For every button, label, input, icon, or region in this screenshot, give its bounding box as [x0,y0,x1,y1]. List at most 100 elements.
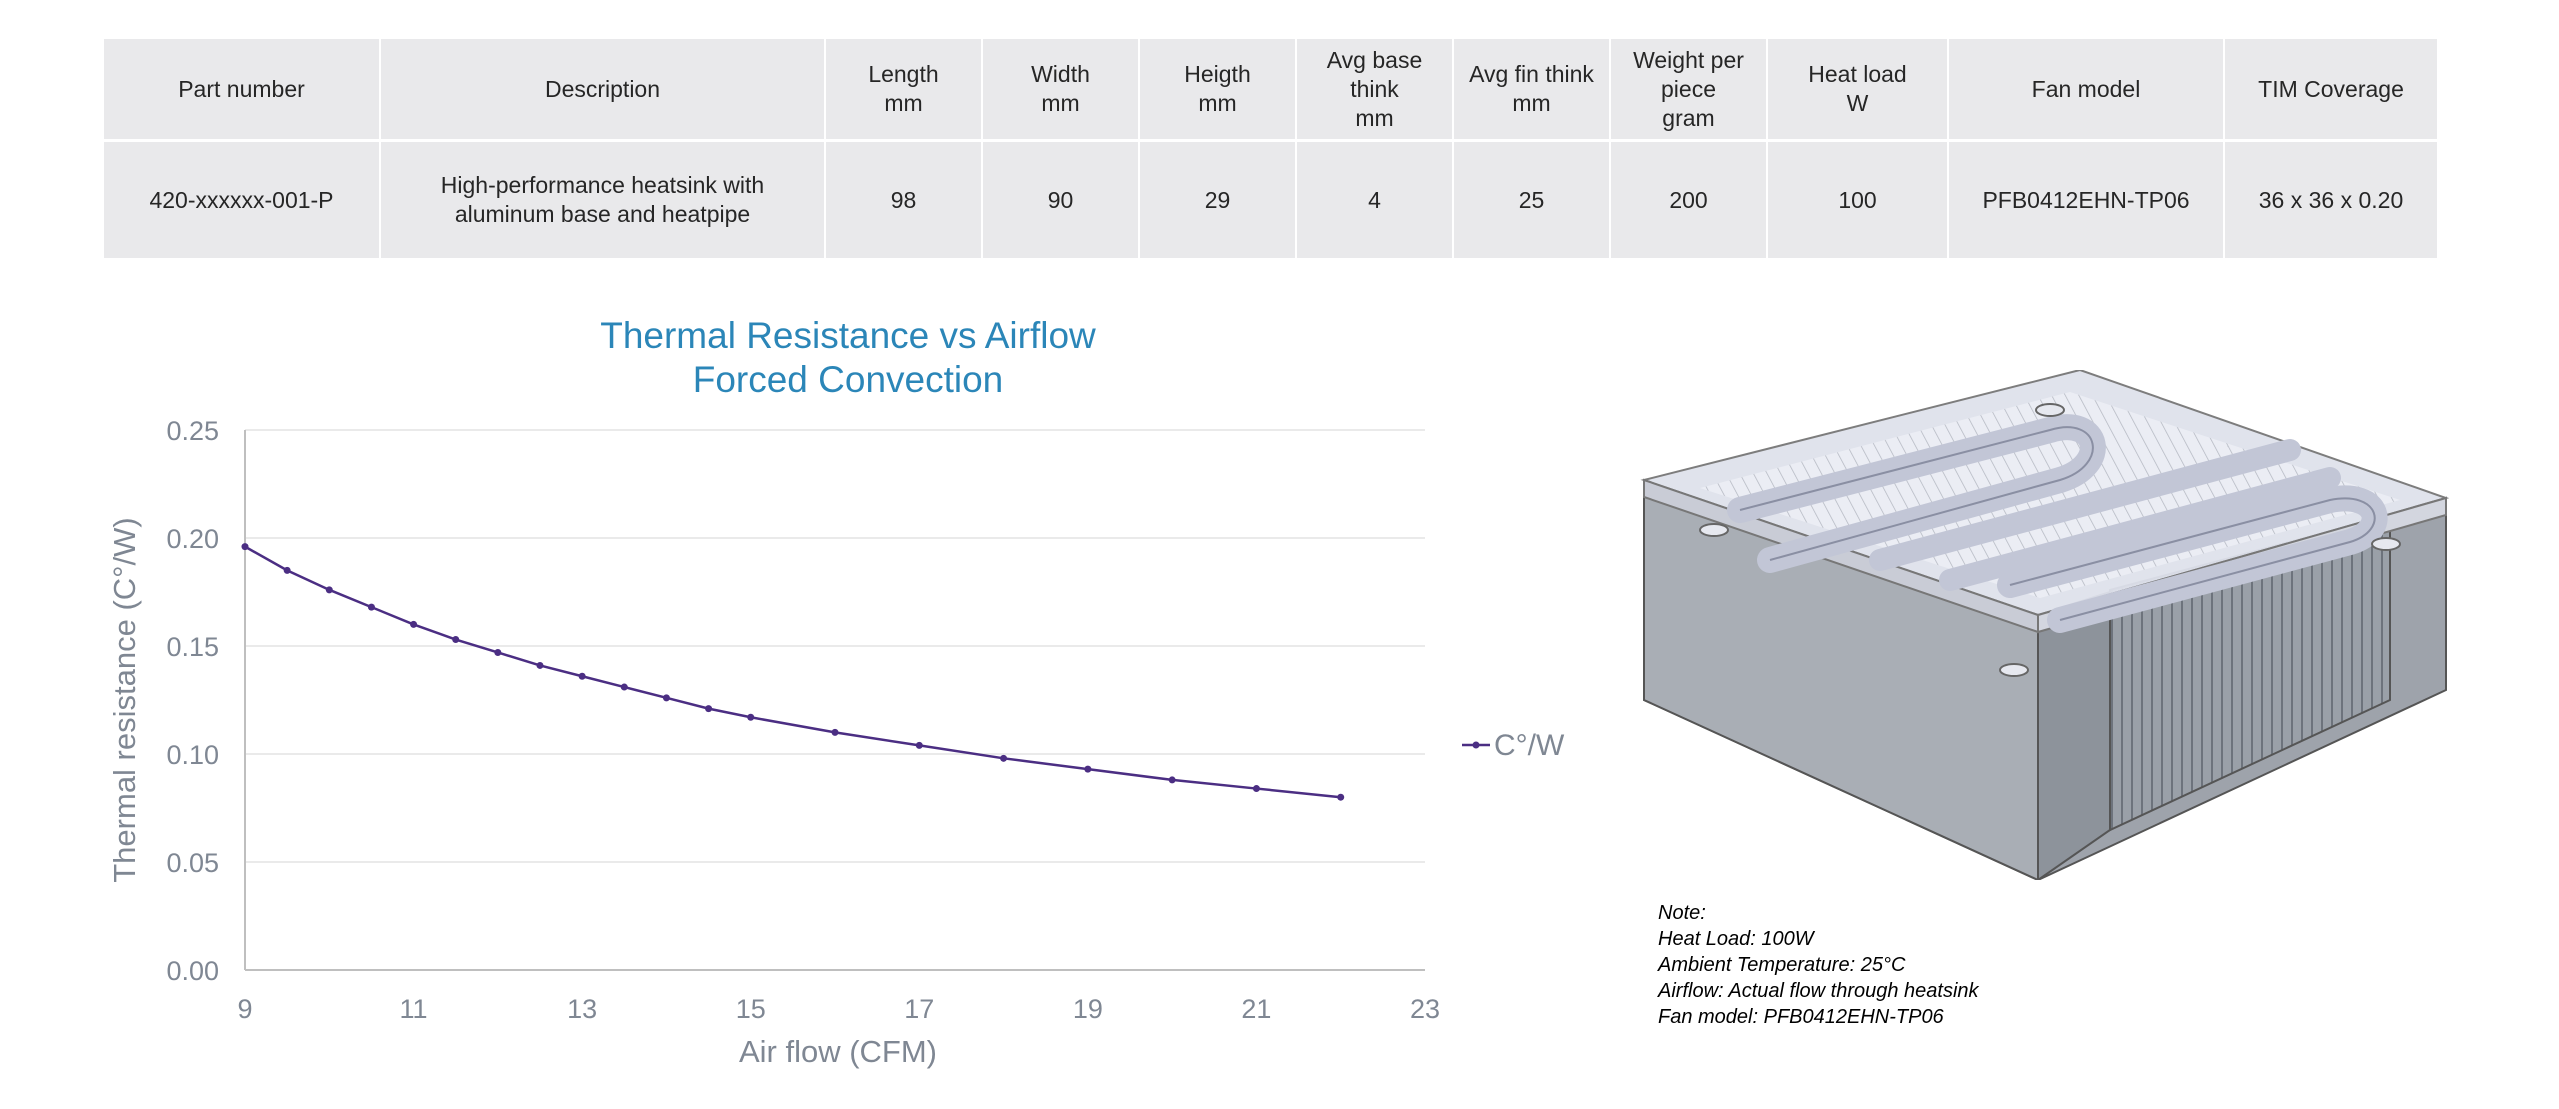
chart-title-line: Thermal Resistance vs Airflow [600,315,1096,356]
series-line [244,545,1341,799]
y-tick-label: 0.10 [166,740,219,770]
data-point [536,661,544,669]
table-cell: High-performance heatsink with aluminum b… [380,140,826,258]
note-block: Note: Heat Load: 100W Ambient Temperature:… [1658,900,1979,1030]
table-cell-line: aluminum base and heatpipe [454,201,751,227]
column-header: Length mm [825,39,983,142]
y-tick-label: 0.20 [166,524,219,554]
data-point [915,741,923,749]
note-line: Airflow: Actual flow through heatsink [1658,980,1979,1002]
data-point [494,648,502,656]
column-header-line: Avg base [1326,46,1423,73]
table-cell: 100 [1767,140,1949,258]
table-cell-line: 90 [1047,186,1074,213]
table-cell: 200 [1610,140,1768,258]
data-point [662,694,670,702]
column-header-line: Heigth [1184,61,1251,87]
column-header: Fan model [1948,39,2225,142]
legend-label: C°/W [1494,729,1565,762]
data-point [705,705,713,713]
y-tick-label: 0.15 [166,632,219,662]
note-line: Fan model: PFB0412EHN-TP06 [1658,1006,1944,1028]
x-tick-label: 11 [400,994,428,1024]
column-header-line: gram [1662,104,1715,131]
heatsink-illustration [1640,370,2450,880]
x-tick-label: 15 [736,994,766,1024]
table-cell: 29 [1139,140,1297,258]
data-point [1084,765,1092,773]
data-point [578,672,586,680]
column-header-line: piece [1661,75,1716,102]
data-point [241,543,249,551]
table-cell-line: 36 x 36 x 0.20 [2258,186,2404,213]
data-point [1252,785,1260,793]
column-header-line: mm [1355,104,1394,131]
x-tick-label: 19 [1073,994,1103,1024]
data-point [367,603,375,611]
data-point [283,566,291,574]
x-tick-label: 13 [567,994,597,1024]
data-point [1168,776,1176,784]
note-line: Heat Load: 100W [1658,928,1814,950]
column-header-line: mm [884,90,923,116]
table-cell-line: 29 [1204,186,1231,213]
column-header: TIM Coverage [2224,39,2437,142]
table-cell-line: High-performance heatsink with [440,172,765,198]
table-cell: 25 [1453,140,1611,258]
table-cell: PFB0412EHN-TP06 [1948,140,2225,258]
y-axis-title: Thermal resistance (C°/W) [107,517,142,883]
data-point [831,728,839,736]
note-line: Note: [1658,902,1706,924]
column-header-line: mm [1041,90,1080,116]
table-cell: 90 [982,140,1140,258]
x-tick-label: 23 [1410,994,1440,1024]
table-cell-line: 4 [1368,186,1381,213]
x-tick-labels: 9 11 13 15 17 19 21 23 [237,994,1440,1024]
column-header-line: Part number [178,75,305,102]
column-header-line: Heat load [1808,61,1907,87]
data-point [452,636,460,644]
column-header-line: TIM Coverage [2258,75,2404,102]
x-axis-title: Air flow (CFM) [739,1034,937,1069]
table-cell-line: PFB0412EHN-TP06 [1982,186,2190,213]
chart-legend: C°/W [1462,729,1565,762]
column-header-line: mm [1512,90,1551,116]
legend-marker [1472,741,1480,749]
table-cell-line: 98 [890,186,917,213]
table-cell-line: 25 [1518,186,1545,213]
column-header-line: Width [1031,61,1090,87]
data-point [620,683,628,691]
column-header-line: Length [868,61,939,87]
column-header: Part number [104,39,381,142]
column-header: Heat load W [1767,39,1949,142]
y-tick-labels: 0.00 0.05 0.10 0.15 0.20 0.25 [166,416,219,986]
x-tick-label: 17 [904,994,934,1024]
column-header: Weight per piece gram [1610,39,1768,142]
table-header-row: Part number Description Length mm Width mm Hei… [104,39,2437,142]
spec-table: Part number Description Length mm Width mm Hei… [104,39,2437,258]
table-cell-line: 100 [1838,186,1877,213]
chart-gridlines [245,429,1425,863]
data-point [747,713,755,721]
column-header-line: mm [1198,90,1237,116]
table-cell-line: 420-xxxxxx-001-P [149,186,334,213]
table-row: 420-xxxxxx-001-P High-performance heatsin… [104,140,2437,258]
data-point [1000,754,1008,762]
column-header-line: think [1350,75,1399,102]
column-header-line: Description [544,75,661,102]
table-cell: 98 [825,140,983,258]
y-tick-label: 0.25 [166,416,219,446]
table-cell-line: 200 [1669,186,1708,213]
data-point [410,620,418,628]
chart-title-line: Forced Convection [693,359,1004,400]
note-line: Ambient Temperature: 25°C [1658,954,1906,976]
table-cell: 4 [1296,140,1454,258]
column-header-line: Weight per [1633,46,1744,73]
data-point [325,586,333,594]
column-header: Heigth mm [1139,39,1297,142]
column-header: Avg base think mm [1296,39,1454,142]
column-header: Avg fin think mm [1453,39,1611,142]
y-tick-label: 0.05 [166,848,219,878]
table-cell: 36 x 36 x 0.20 [2224,140,2437,258]
